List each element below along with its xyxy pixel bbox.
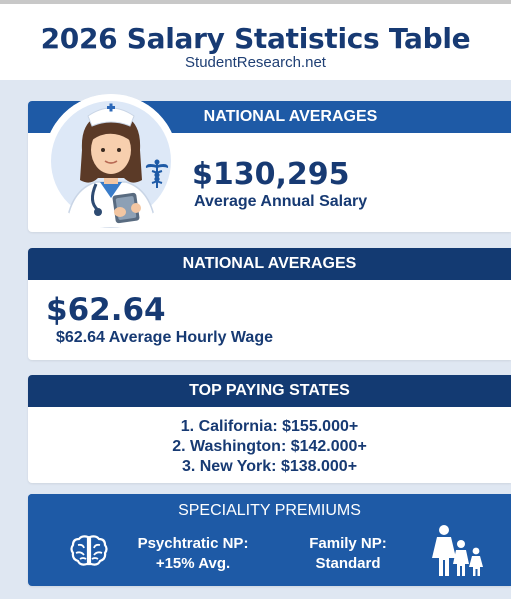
page-title: 2026 Salary Statistics Table xyxy=(40,22,471,55)
annual-salary-card: NATIONAL AVERAGES xyxy=(28,94,511,232)
premium-value: +15% Avg. xyxy=(155,555,231,572)
list-item: 1. California: $155.000+ xyxy=(180,418,359,435)
premium-name: Family NP: xyxy=(309,535,387,552)
top-strip xyxy=(0,0,511,4)
page-header: 2026 Salary Statistics Table StudentRese… xyxy=(0,4,511,80)
card-heading: SPECIALITY PREMIUMS xyxy=(28,494,511,528)
hourly-wage-card: NATIONAL AVERAGES $62.64 $62.64 Average … xyxy=(28,248,511,360)
brain-icon xyxy=(70,534,108,573)
annual-heading-label: NATIONAL AVERAGES xyxy=(203,108,378,125)
caduceus-icon xyxy=(144,159,170,194)
top-states-card: TOP PAYING STATES 1. California: $155.00… xyxy=(28,375,511,483)
hourly-wage-label: $62.64 Average Hourly Wage xyxy=(56,329,273,346)
premium-name: Psychtratic NP: xyxy=(137,535,249,552)
list-item: 2. Washington: $142.000+ xyxy=(172,438,367,455)
card-heading: NATIONAL AVERAGES xyxy=(28,248,511,280)
premium-item-psychiatric: Psychtratic NP: +15% Avg. xyxy=(128,534,258,574)
annual-salary-amount: $130,295 xyxy=(192,157,350,192)
list-item: 3. New York: $138.000+ xyxy=(181,458,358,475)
hourly-wage-amount: $62.64 xyxy=(46,292,166,328)
nurse-avatar-icon xyxy=(44,94,178,228)
speciality-premiums-card: SPECIALITY PREMIUMS Psychtratic NP: +15%… xyxy=(28,494,511,586)
annual-salary-label: Average Annual Salary xyxy=(194,193,368,210)
premium-value: Standard xyxy=(315,555,381,572)
family-icon xyxy=(430,524,486,583)
page-subtitle: StudentResearch.net xyxy=(185,54,326,71)
premium-item-family: Family NP: Standard xyxy=(298,534,398,574)
states-list: 1. California: $155.000+ 2. Washington: … xyxy=(28,417,511,477)
card-heading: TOP PAYING STATES xyxy=(28,375,511,407)
